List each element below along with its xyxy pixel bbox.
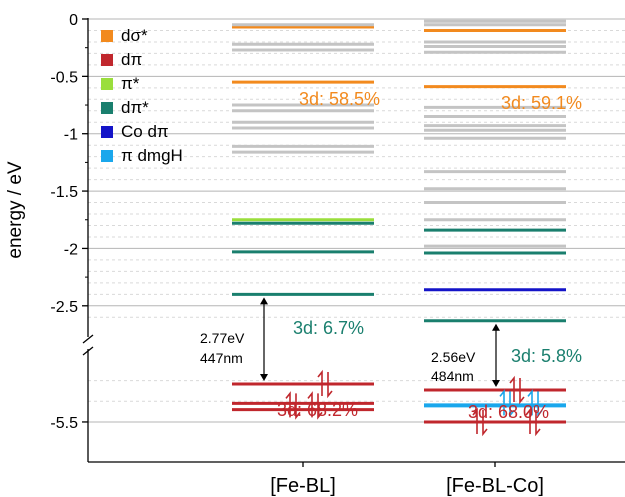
- electron-pair-icon: [285, 391, 301, 420]
- gap-energy-label: 2.77eV: [200, 330, 245, 346]
- legend-label: π*: [121, 74, 140, 93]
- legend-swatch: [101, 54, 113, 66]
- legend-swatch: [101, 30, 113, 42]
- gap-arrow-head: [492, 380, 500, 387]
- x-tick-label: [Fe-BL-Co]: [446, 475, 544, 497]
- electron-pair-icon: [499, 389, 515, 418]
- legend-label: Co dπ: [121, 122, 169, 141]
- gap-arrow-head: [260, 374, 268, 381]
- y-tick-label: 0: [69, 12, 78, 29]
- y-tick-label: -1.5: [50, 184, 78, 201]
- homo-annotation: 3d: 68.2%: [277, 400, 358, 420]
- y-tick-label: -1: [64, 127, 78, 144]
- legend-swatch: [101, 150, 113, 162]
- gap-wavelength-label: 484nm: [431, 368, 474, 384]
- electron-pair-icon: [317, 369, 333, 399]
- y-tick-label: -5.5: [50, 415, 78, 432]
- axis-break-mark: [82, 346, 94, 356]
- orbital-annotation: 3d: 6.7%: [293, 318, 364, 338]
- electron-pair-icon: [525, 407, 541, 437]
- orbital-annotation: 3d: 59.1%: [501, 93, 582, 113]
- electron-pair-icon: [307, 391, 323, 420]
- electron-arrows: [285, 369, 543, 437]
- legend-label: π dmgH: [121, 146, 183, 165]
- electron-pair-icon: [472, 407, 488, 437]
- y-axis-label: energy / eV: [5, 161, 26, 258]
- legend-swatch: [101, 102, 113, 114]
- gap-energy-label: 2.56eV: [431, 349, 476, 365]
- gap-arrow-head: [492, 323, 500, 331]
- y-tick-label: -0.5: [50, 69, 78, 86]
- homo-annotation: 3d: 68.0%: [468, 402, 549, 422]
- electron-pair-icon: [509, 375, 525, 405]
- legend-swatch: [101, 78, 113, 90]
- gap-wavelength-label: 447nm: [200, 350, 243, 366]
- x-tick-label: [Fe-BL]: [270, 475, 336, 497]
- y-tick-label: -2: [64, 241, 78, 258]
- electron-pair-icon: [527, 389, 543, 418]
- y-tick-label: -2.5: [50, 299, 78, 316]
- legend-swatch: [101, 126, 113, 138]
- legend: dσ* dπ π* dπ* Co dπ π dmgH: [101, 26, 183, 165]
- energy-levels: [232, 19, 566, 424]
- legend-label: dπ: [121, 50, 142, 69]
- axis-break-mark: [82, 334, 94, 344]
- grid-lines: [88, 18, 625, 423]
- legend-label: dσ*: [121, 26, 148, 45]
- legend-label: dπ*: [121, 98, 149, 117]
- orbital-annotation: 3d: 5.8%: [511, 346, 582, 366]
- axes: 0 -0.5 -1 -1.5 -2 -2.5 -5.5 [Fe-BL] [Fe-BL-Co] en…: [5, 12, 625, 497]
- gap-arrow-head: [260, 297, 268, 305]
- orbital-annotation: 3d: 58.5%: [299, 89, 380, 109]
- annotations: 3d: 58.5% 3d: 6.7% 3d: 59.1% 3d: 5.8% 3d: 68…: [200, 89, 582, 422]
